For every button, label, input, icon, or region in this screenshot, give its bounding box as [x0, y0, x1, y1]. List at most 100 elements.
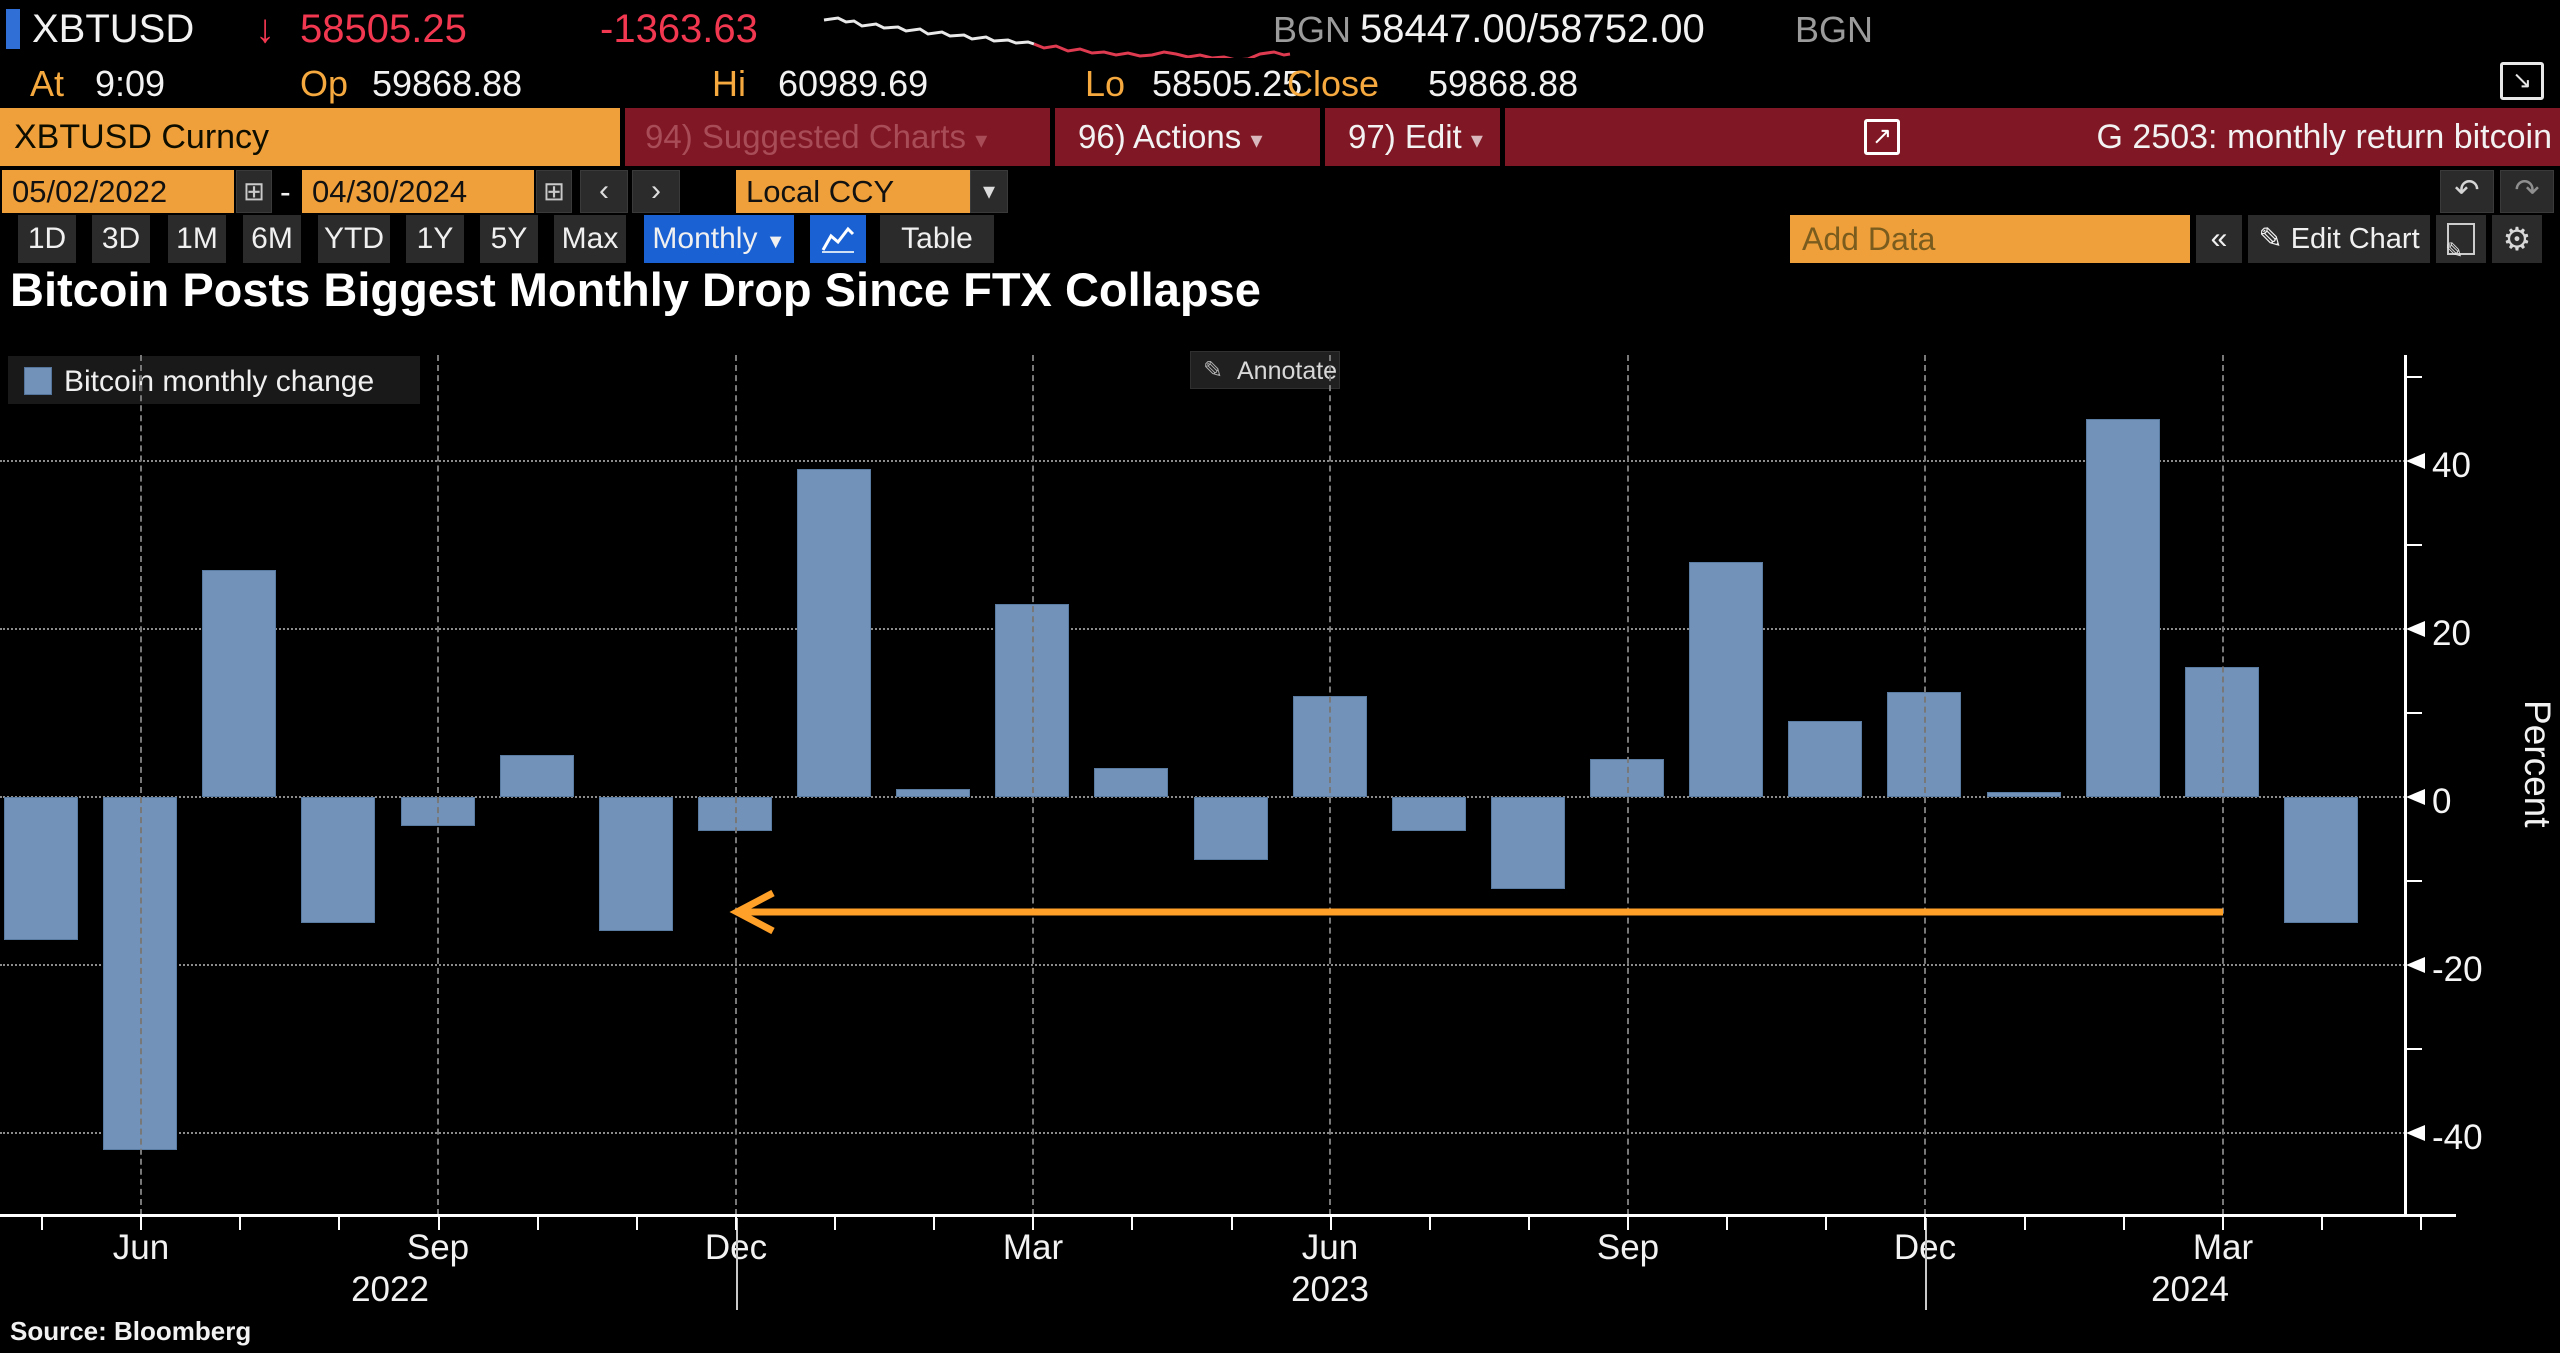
- legend-label: Bitcoin monthly change: [64, 365, 375, 398]
- add-data-input[interactable]: Add Data: [1790, 215, 2190, 263]
- h-gridline: [0, 460, 2405, 462]
- menu-actions[interactable]: 96) Actions ▾: [1078, 108, 1262, 170]
- send-to-monitor-icon[interactable]: ↘: [2500, 62, 2544, 100]
- saved-chart-name: G 2503: monthly return bitcoin: [2096, 118, 2552, 156]
- period-button-3d[interactable]: 3D: [92, 215, 150, 263]
- chart-headline: Bitcoin Posts Biggest Monthly Drop Since…: [10, 263, 1261, 316]
- currency-dropdown-arrow[interactable]: ▾: [970, 170, 1008, 213]
- x-year-label: 2024: [2151, 1270, 2229, 1309]
- open-label: Op: [300, 63, 349, 104]
- suggested-charts-label: 94) Suggested Charts: [645, 118, 967, 155]
- x-month-tick: [834, 1217, 836, 1230]
- down-arrow-icon: ↓: [255, 7, 275, 51]
- v-gridline: [1032, 355, 1034, 1215]
- start-date-calendar-icon[interactable]: ⊞: [236, 170, 272, 213]
- period-button-1y[interactable]: 1Y: [406, 215, 464, 263]
- security-command-input[interactable]: XBTUSD Curncy: [0, 108, 620, 166]
- end-date-calendar-icon[interactable]: ⊞: [536, 170, 572, 213]
- y-axis-line: [2404, 355, 2407, 1217]
- annotation-arrow[interactable]: [725, 880, 2230, 944]
- legend-item[interactable]: Bitcoin monthly change: [8, 356, 420, 404]
- line-chart-icon-button[interactable]: [810, 215, 866, 263]
- v-gridline: [1924, 355, 1926, 1215]
- y-tick-arrow-icon: [2406, 957, 2425, 973]
- chart-bar: [1689, 561, 1763, 797]
- line-chart-icon: [821, 226, 855, 253]
- menu-edit[interactable]: 97) Edit ▾: [1348, 108, 1483, 170]
- pencil-icon: ✎: [2258, 223, 2283, 255]
- chart-bar: [1392, 797, 1466, 831]
- x-month-tick: [1825, 1217, 1827, 1230]
- y-tick-label: 20: [2432, 614, 2471, 653]
- redo-button[interactable]: ↷: [2500, 170, 2554, 213]
- end-date-input[interactable]: 04/30/2024: [302, 170, 534, 213]
- date-range-separator: -: [280, 174, 291, 210]
- high-value: 60989.69: [778, 63, 929, 104]
- period-button-6m[interactable]: 6M: [243, 215, 301, 263]
- x-axis-line: [0, 1214, 2456, 1217]
- x-month-tick: [338, 1217, 340, 1230]
- y-tick-label: 40: [2432, 446, 2471, 485]
- chart-toolbar: 1D 3D 1M 6M YTD 1Y 5Y Max Monthly ▼ Table Add D…: [0, 215, 2560, 263]
- frequency-label: Monthly: [652, 222, 758, 255]
- table-button[interactable]: Table: [880, 215, 994, 263]
- x-tick-label: Sep: [1596, 1228, 1660, 1267]
- edit-chart-label: Edit Chart: [2290, 223, 2420, 255]
- period-button-1d[interactable]: 1D: [18, 215, 76, 263]
- chart-bar: [2284, 797, 2358, 923]
- date-range-bar: 05/02/2022 ⊞ - 04/30/2024 ⊞ ‹ › Local CC…: [0, 170, 2560, 213]
- at-value: 9:09: [95, 63, 166, 104]
- divider: [620, 108, 625, 166]
- x-month-tick: [2321, 1217, 2323, 1230]
- edit-chart-button[interactable]: ✎ Edit Chart: [2248, 215, 2430, 263]
- quote-header-row: XBTUSD ↓ 58505.25 -1363.63 BGN 58447.00/…: [0, 0, 2560, 58]
- period-button-5y[interactable]: 5Y: [480, 215, 538, 263]
- last-price: 58505.25: [300, 7, 467, 51]
- y-tick-arrow-icon: [2406, 453, 2425, 469]
- period-button-1m[interactable]: 1M: [168, 215, 226, 263]
- add-data-placeholder: Add Data: [1802, 221, 1936, 257]
- pencil-icon: ✎: [2445, 238, 2464, 263]
- calendar-glyph: ⊞: [243, 176, 265, 206]
- edit-label: 97) Edit: [1348, 118, 1462, 155]
- price-source-left: BGN: [1273, 9, 1352, 50]
- source-attribution: Source: Bloomberg: [10, 1316, 252, 1346]
- prev-period-button[interactable]: ‹: [580, 170, 628, 213]
- divider: [1500, 108, 1505, 166]
- chevron-down-icon: ▼: [765, 231, 786, 253]
- frequency-dropdown[interactable]: Monthly ▼: [644, 215, 794, 263]
- start-date-input[interactable]: 05/02/2022: [2, 170, 234, 213]
- x-month-tick: [1627, 1217, 1629, 1230]
- chart-bar: [1987, 791, 2061, 797]
- x-year-label: 2022: [351, 1270, 429, 1309]
- actions-label: 96) Actions: [1078, 118, 1242, 155]
- menu-suggested-charts[interactable]: 94) Suggested Charts ▾: [645, 108, 987, 170]
- chart-bar: [202, 570, 276, 797]
- pencil-icon: ✎: [1203, 357, 1224, 384]
- y-minor-tick: [2405, 376, 2422, 378]
- currency-selector[interactable]: Local CCY: [736, 170, 970, 213]
- period-button-max[interactable]: Max: [554, 215, 626, 263]
- notepad-edit-icon-button[interactable]: ✎: [2436, 215, 2486, 263]
- calendar-glyph: ⊞: [543, 176, 565, 206]
- x-month-tick: [239, 1217, 241, 1230]
- period-button-ytd[interactable]: YTD: [318, 215, 390, 263]
- h-gridline: [0, 964, 2405, 966]
- settings-gear-icon[interactable]: ⚙: [2492, 215, 2542, 263]
- at-label: At: [30, 63, 65, 104]
- annotate-button[interactable]: ✎ Annotate: [1190, 351, 1340, 389]
- chart-bar: [4, 797, 78, 940]
- next-period-button[interactable]: ›: [632, 170, 680, 213]
- security-command-text: XBTUSD Curncy: [14, 118, 270, 156]
- x-month-tick: [2222, 1217, 2224, 1230]
- low-value: 58505.25: [1152, 63, 1303, 104]
- low-label: Lo: [1085, 63, 1126, 104]
- x-month-tick: [1924, 1217, 1926, 1230]
- collapse-panel-button[interactable]: «: [2196, 215, 2242, 263]
- undo-button[interactable]: ↶: [2440, 170, 2494, 213]
- chart-bar: [896, 788, 970, 797]
- external-link-icon[interactable]: ↗: [1864, 119, 1900, 155]
- x-month-tick: [438, 1217, 440, 1230]
